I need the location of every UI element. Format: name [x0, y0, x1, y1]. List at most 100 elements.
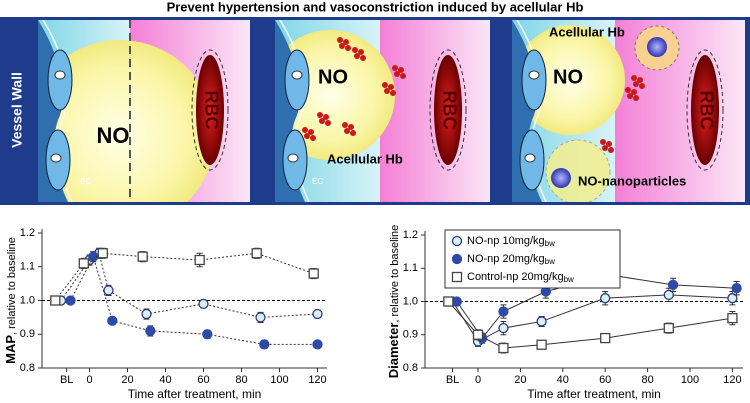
marker	[312, 308, 323, 320]
x-tick-label: 40	[557, 374, 569, 386]
x-tick-label: BL	[60, 374, 73, 386]
marker	[663, 289, 674, 301]
legend-entry: NO-np 10mg/kgbw	[467, 235, 555, 248]
y-axis-label-bold: MAP	[3, 335, 18, 364]
marker	[600, 293, 611, 304]
marker	[107, 315, 118, 326]
x-tick-label: 80	[641, 374, 653, 386]
marker	[498, 342, 509, 354]
y-axis-label-rest: , relative to baseline	[6, 237, 18, 335]
x-tick-label: 60	[599, 374, 611, 386]
series-line	[447, 301, 733, 349]
diagram-label: RBC	[696, 91, 716, 130]
marker	[97, 248, 108, 259]
marker	[498, 322, 509, 334]
marker	[451, 271, 463, 283]
legend-subscript: bw	[545, 239, 555, 248]
marker	[498, 306, 509, 317]
marker	[308, 268, 319, 279]
y-tick-label: 0.9	[403, 329, 418, 341]
panel	[38, 20, 250, 202]
y-axis-label: Diameter, relative to baseline	[386, 225, 401, 378]
marker	[667, 279, 679, 291]
marker	[65, 295, 76, 306]
marker	[255, 312, 266, 323]
y-tick-label: 1.2	[403, 229, 418, 241]
y-tick-label: 1.1	[20, 261, 35, 273]
marker	[451, 253, 463, 265]
legend-box	[444, 229, 621, 289]
y-axis-label-rest: , relative to baseline	[389, 225, 401, 323]
marker	[727, 293, 738, 304]
x-tick-label: 0	[86, 374, 92, 386]
diagram-label: Acellular Hb	[327, 151, 403, 166]
marker	[50, 295, 61, 306]
y-tick-label: 1.0	[403, 295, 418, 307]
x-tick-label: BL	[446, 374, 459, 386]
y-tick-label: 1.2	[20, 227, 35, 239]
legend-name: Control-np 20mg/kg	[467, 271, 564, 283]
marker	[536, 316, 547, 327]
marker	[194, 254, 205, 266]
marker	[259, 339, 270, 350]
diagram-label: RBC	[201, 91, 221, 130]
y-axis-label: MAP, relative to baseline	[3, 237, 18, 364]
x-tick-label: 120	[723, 374, 741, 386]
x-tick-label: 60	[197, 374, 209, 386]
x-tick-label: 120	[308, 374, 326, 386]
diagram-label: NO	[553, 66, 583, 88]
marker	[141, 308, 152, 320]
x-axis-label: Time after treatment, min	[128, 387, 262, 401]
marker	[137, 251, 148, 262]
marker	[536, 339, 547, 350]
marker	[251, 248, 262, 259]
diagram-label: RBC	[439, 91, 459, 130]
y-tick-label: 0.8	[20, 362, 35, 374]
y-axis-label-bold: Diameter	[386, 323, 401, 379]
marker	[312, 339, 323, 350]
x-tick-label: 40	[159, 374, 171, 386]
marker	[198, 298, 209, 310]
diagram-label: EC	[312, 177, 323, 186]
marker	[451, 235, 463, 247]
y-tick-label: 0.9	[20, 328, 35, 340]
marker	[600, 332, 611, 344]
marker	[145, 325, 156, 337]
marker	[727, 312, 738, 324]
x-tick-label: 100	[270, 374, 288, 386]
y-tick-label: 0.8	[403, 362, 418, 374]
panel	[512, 20, 745, 202]
x-axis-label: Time after treatment, min	[527, 387, 661, 401]
side-label: Vessel Wall	[9, 72, 25, 148]
legend-name: NO-np 10mg/kg	[467, 235, 545, 247]
diagram-label: EC	[80, 177, 91, 186]
x-tick-label: 20	[514, 374, 526, 386]
diagram-label: NO	[97, 123, 130, 148]
marker	[663, 322, 674, 334]
marker	[472, 329, 484, 340]
diagram-label: Acellular Hb	[549, 24, 625, 39]
figure-title: Prevent hypertension and vasoconstrictio…	[167, 0, 584, 14]
diagram-label: NO	[318, 66, 348, 88]
x-tick-label: 0	[475, 374, 481, 386]
y-tick-label: 1.1	[403, 262, 418, 274]
diagram-label: NO-nanoparticles	[578, 173, 686, 188]
x-tick-label: 20	[121, 374, 133, 386]
legend-name: NO-np 20mg/kg	[467, 253, 545, 265]
x-tick-label: 100	[681, 374, 699, 386]
marker	[202, 329, 213, 340]
legend-entry: Control-np 20mg/kgbw	[467, 271, 574, 284]
marker	[443, 296, 454, 307]
marker	[451, 296, 462, 307]
x-tick-label: 80	[235, 374, 247, 386]
marker	[78, 258, 89, 269]
marker	[103, 285, 114, 296]
legend-entry: NO-np 20mg/kgbw	[467, 253, 555, 266]
marker	[731, 283, 742, 294]
y-tick-label: 1.0	[20, 294, 35, 306]
series-line	[60, 252, 318, 318]
legend-subscript: bw	[545, 257, 555, 266]
legend-subscript: bw	[564, 275, 574, 284]
panel	[275, 20, 490, 202]
